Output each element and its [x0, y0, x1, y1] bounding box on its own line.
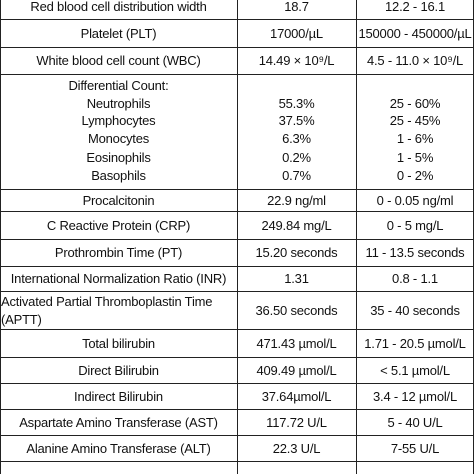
result: 37.64µmol/L	[261, 388, 332, 404]
reference-range: 12.2 - 16.1	[385, 0, 445, 14]
test-name: Prothrombin Time (PT)	[54, 245, 183, 260]
reference-range: 25 - 45%	[389, 113, 441, 128]
table-row: Direct Bilirubin 409.49 µmol/L < 5.1 µmol/…	[0, 358, 474, 384]
test-name: Lymphocytes	[81, 113, 156, 128]
group-title: Differential Count:	[68, 78, 169, 93]
result: 14.49 × 10⁹/L	[258, 53, 335, 68]
test-name: Activated Partial Thromboplastin Time (A…	[1, 293, 213, 327]
table-row: Platelet (PLT) 17000/µL 150000 - 450000/µL	[0, 20, 474, 48]
reference-range: 1 - 5%	[396, 150, 434, 165]
result: 1.31	[284, 271, 309, 286]
result: 55.3%	[278, 96, 315, 111]
reference-range: 0 - 0.05 ng/ml	[376, 192, 454, 208]
result: 15.20 seconds	[255, 245, 338, 260]
result: 22.3 U/L	[272, 440, 321, 456]
table-row: International Normalization Ratio (INR) 1…	[0, 267, 474, 292]
reference-range: 1.71 - 20.5 µmol/L	[364, 335, 466, 351]
result: 0.7%	[282, 168, 311, 183]
reference-range: 0 - 2%	[396, 168, 434, 183]
table-row: Prothrombin Time (PT) 15.20 seconds 11 - 1…	[0, 240, 474, 267]
table-row: Activated Partial Thromboplastin Time (A…	[0, 292, 474, 330]
test-name: Aspartate Amino Transferase (AST)	[19, 414, 218, 430]
test-name: Indirect Bilirubin	[74, 388, 163, 404]
result: 18.7	[284, 0, 309, 14]
test-name: Neutrophils	[86, 96, 151, 111]
reference-range: 11 - 13.5 seconds	[365, 245, 465, 260]
test-name: Red blood cell distribution width	[30, 0, 207, 14]
reference-range: 0 - 5 mg/L	[386, 217, 444, 233]
result: 249.84 mg/L	[261, 217, 332, 233]
test-name: Eosinophils	[86, 150, 151, 165]
table-row: Differential Count: Neutrophils 55.3% 25 - …	[0, 75, 474, 190]
test-name: Total bilirubin	[82, 335, 155, 351]
reference-range: 5 - 40 U/L	[387, 414, 443, 430]
result: 409.49 µmol/L	[256, 362, 337, 378]
table-row: Alanine Amino Transferase (ALT) 22.3 U/L 7…	[0, 436, 474, 462]
test-name: Platelet (PLT)	[80, 25, 157, 41]
test-name: White blood cell count (WBC)	[36, 53, 201, 68]
result: 22.9 ng/ml	[267, 192, 326, 208]
reference-range: < 5.1 µmol/L	[380, 362, 450, 378]
table-row: Total bilirubin 471.43 µmol/L 1.71 - 20.5 …	[0, 330, 474, 358]
table-row: Aspartate Amino Transferase (AST) 117.72 …	[0, 410, 474, 436]
table-row: White blood cell count (WBC) 14.49 × 10⁹/…	[0, 48, 474, 75]
result: 117.72 U/L	[266, 414, 327, 430]
test-name: Basophils	[91, 168, 146, 183]
table-row: Procalcitonin 22.9 ng/ml 0 - 0.05 ng/ml	[0, 190, 474, 212]
table-row: Indirect Bilirubin 37.64µmol/L 3.4 - 12 µm…	[0, 384, 474, 410]
reference-range: 150000 - 450000/µL	[358, 25, 472, 41]
reference-range: 35 - 40 seconds	[370, 302, 460, 318]
result: 17000/µL	[270, 25, 323, 41]
border	[0, 0, 1, 474]
column-divider	[237, 0, 238, 474]
result: 0.2%	[282, 150, 311, 165]
column-divider	[356, 0, 357, 474]
result: 36.50 seconds	[255, 302, 338, 318]
table-row: Red blood cell distribution width 18.7 12.…	[0, 0, 474, 20]
result: 37.5%	[278, 113, 315, 128]
test-name: C Reactive Protein (CRP)	[46, 217, 191, 233]
test-name: International Normalization Ratio (INR)	[10, 271, 227, 286]
reference-range: 7-55 U/L	[390, 440, 440, 456]
reference-range: 1 - 6%	[396, 131, 434, 146]
test-name: Procalcitonin	[82, 192, 155, 208]
reference-range: 3.4 - 12 µmol/L	[373, 388, 457, 404]
test-name: Monocytes	[87, 131, 150, 146]
reference-range: 4.5 - 11.0 × 10⁹/L	[366, 53, 464, 68]
test-name: Alanine Amino Transferase (ALT)	[26, 440, 211, 456]
result: 471.43 µmol/L	[256, 335, 337, 351]
result: 6.3%	[282, 131, 311, 146]
reference-range: 0.8 - 1.1	[392, 271, 438, 286]
test-name: Direct Bilirubin	[78, 362, 159, 378]
reference-range: 25 - 60%	[389, 96, 441, 111]
table-row: C Reactive Protein (CRP) 249.84 mg/L 0 - 5…	[0, 212, 474, 240]
